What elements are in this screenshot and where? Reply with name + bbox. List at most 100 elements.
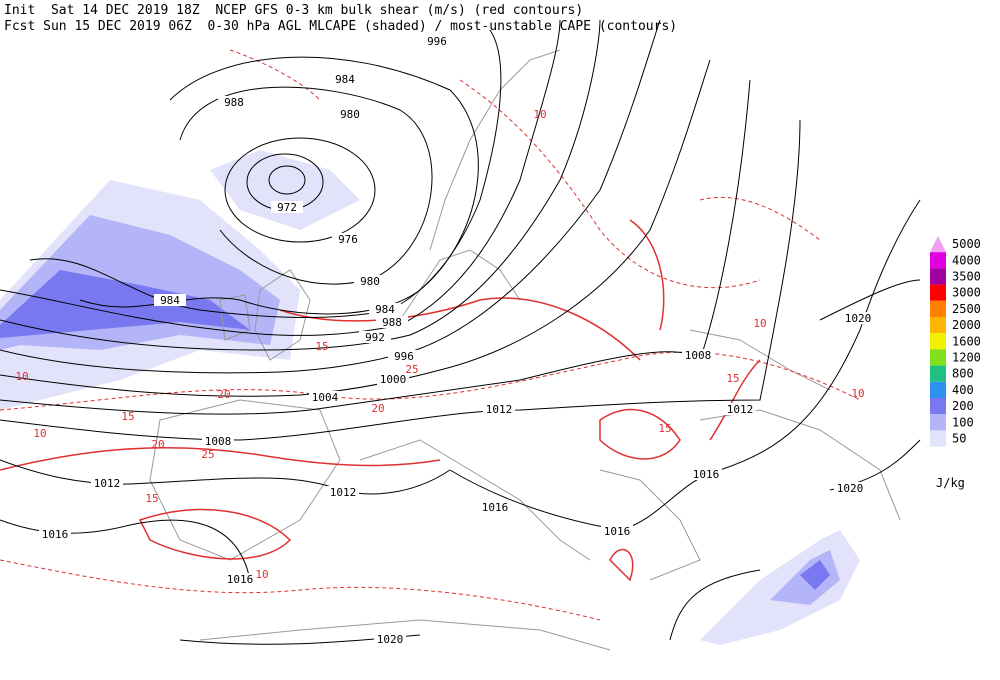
shear-label: 10 xyxy=(851,387,864,400)
legend-swatch xyxy=(930,365,946,382)
legend-swatch xyxy=(930,398,946,415)
isobar-label: 1008 xyxy=(205,435,232,448)
isobar-label: 1012 xyxy=(94,477,121,490)
label-backing xyxy=(682,349,714,361)
isobar-label: 1008 xyxy=(685,349,712,362)
header-line: Fcst Sun 15 DEC 2019 06Z 0-30 hPa AGL ML… xyxy=(4,19,677,34)
label-backing xyxy=(374,633,406,645)
label-backing xyxy=(329,73,361,85)
legend-label: 3500 xyxy=(952,270,981,284)
label-backing xyxy=(359,331,391,343)
legend-label: 4000 xyxy=(952,253,981,267)
label-backing xyxy=(218,96,250,108)
isobar-label: 996 xyxy=(394,350,414,363)
contour-labels: 9969849889809729769809849849889929961000… xyxy=(15,35,874,646)
legend-swatch xyxy=(930,268,946,285)
isobar-label: 1016 xyxy=(604,525,631,538)
shear-label: 10 xyxy=(15,370,28,383)
legend-swatch xyxy=(930,430,946,447)
isobar-label: 984 xyxy=(375,303,395,316)
isobar-label: 1016 xyxy=(693,468,720,481)
label-backing xyxy=(271,201,303,213)
isobar-label: 984 xyxy=(160,294,180,307)
legend-swatch xyxy=(930,284,946,301)
label-backing xyxy=(327,486,359,498)
isobar-label: 1012 xyxy=(486,403,513,416)
shear-label: 25 xyxy=(201,448,214,461)
label-backing xyxy=(377,373,409,385)
legend-label: 50 xyxy=(952,432,966,446)
label-backing xyxy=(334,108,366,120)
isobar-label: 1016 xyxy=(42,528,69,541)
legend-label: 2500 xyxy=(952,302,981,316)
shear-label: 15 xyxy=(658,422,671,435)
legend-label: 400 xyxy=(952,383,974,397)
label-backing xyxy=(154,294,186,306)
cape-shading xyxy=(0,150,860,645)
isobar-label: 1016 xyxy=(227,573,254,586)
shear-label: 20 xyxy=(151,438,164,451)
isobar-label: 1004 xyxy=(312,391,339,404)
isobar-label: 1020 xyxy=(837,482,864,495)
label-backing xyxy=(479,501,511,513)
isobar-label: 988 xyxy=(224,96,244,109)
isobar-label: 1020 xyxy=(377,633,404,646)
isobar-label: 980 xyxy=(340,108,360,121)
isobar-label: 1016 xyxy=(482,501,509,514)
legend-label: 200 xyxy=(952,399,974,413)
isobar-label: 972 xyxy=(277,201,297,214)
shear-contours xyxy=(0,219,761,582)
legend-swatch xyxy=(930,414,946,431)
label-backing xyxy=(39,528,71,540)
label-backing xyxy=(690,468,722,480)
shear-label: 10 xyxy=(33,427,46,440)
legend-swatch xyxy=(930,236,946,253)
label-backing xyxy=(388,350,420,362)
shear-label: 10 xyxy=(753,317,766,330)
legend-label: 5000 xyxy=(952,237,981,251)
isobar-label: 1012 xyxy=(330,486,357,499)
isobar-label: 1000 xyxy=(380,373,407,386)
isobar-label: 1020 xyxy=(845,312,872,325)
header-line: Init Sat 14 DEC 2019 18Z NCEP GFS 0-3 km… xyxy=(4,3,583,18)
isobar-label: 984 xyxy=(335,73,355,86)
isobar-label: 976 xyxy=(338,233,358,246)
shear-label: 20 xyxy=(371,402,384,415)
shear-label: 15 xyxy=(121,410,134,423)
shear-label: 10 xyxy=(255,568,268,581)
label-backing xyxy=(483,403,515,415)
legend: 5000 4000 3500 3000 2500 2000 1600 1200 800 400 20… xyxy=(930,236,981,447)
legend-label: 1600 xyxy=(952,334,981,348)
shear-label: 25 xyxy=(405,363,418,376)
label-backing xyxy=(354,275,386,287)
isobar-label: 980 xyxy=(360,275,380,288)
label-backing xyxy=(421,35,453,47)
isobar-label: 992 xyxy=(365,331,385,344)
shear-label: 15 xyxy=(726,372,739,385)
label-backing xyxy=(332,233,364,245)
shear-label: 20 xyxy=(217,388,230,401)
label-backing xyxy=(91,477,123,489)
isobar-label: 1012 xyxy=(727,403,754,416)
label-backing xyxy=(601,525,633,537)
legend-label: 800 xyxy=(952,367,974,381)
label-backing xyxy=(369,303,401,315)
legend-label: 2000 xyxy=(952,318,981,332)
shear-label: 10 xyxy=(533,108,546,121)
label-backing xyxy=(834,482,866,494)
isobar-label: 988 xyxy=(382,316,402,329)
label-backing xyxy=(724,403,756,415)
shear-label: 15 xyxy=(145,492,158,505)
legend-swatch xyxy=(930,300,946,317)
legend-unit: J/kg xyxy=(936,476,965,490)
legend-swatch xyxy=(930,349,946,366)
legend-swatch xyxy=(930,381,946,398)
label-backing xyxy=(202,435,234,447)
label-backing xyxy=(842,312,874,324)
isobar-label: 996 xyxy=(427,35,447,48)
coastlines xyxy=(149,49,901,651)
legend-swatch xyxy=(930,333,946,350)
legend-label: 1200 xyxy=(952,351,981,365)
legend-label: 100 xyxy=(952,415,974,429)
